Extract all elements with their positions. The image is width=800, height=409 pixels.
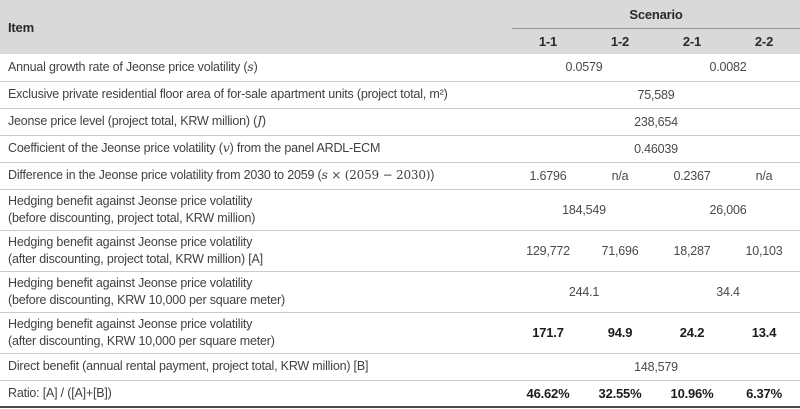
row-label: Hedging benefit against Jeonse price vol… [0,271,512,312]
cell-value: 1.6796 [529,168,567,183]
row-label-math: v [222,140,230,156]
row-label-text: ) from the panel ARDL-ECM [229,141,381,156]
row-label: Direct benefit (annual rental payment, p… [0,353,512,380]
table-row: Difference in the Jeonse price volatilit… [0,162,800,189]
row-label-math: s [247,59,254,75]
row-label-text: Hedging benefit against Jeonse price vol… [8,317,253,332]
table-row: Hedging benefit against Jeonse price vol… [0,230,800,271]
row-label-math: J [257,113,262,129]
table-row: Jeonse price level (project total, KRW m… [0,108,800,135]
cell-value: 0.2367 [673,168,711,183]
row-label-text: (after discounting, project total, KRW m… [8,251,263,266]
cell-value: 10,103 [745,243,783,258]
column-header-scenario-2-1: 2-1 [656,28,728,54]
cell-value: 148,579 [634,359,678,374]
cell-value: 13.4 [751,325,777,340]
row-label-text: Ratio: [A] / ([A]+[B]) [8,386,112,401]
row-label-text: Annual growth rate of Jeonse price volat… [8,60,248,75]
row-label: Exclusive private residential floor area… [0,81,512,108]
row-label-text: Hedging benefit against Jeonse price vol… [8,235,253,250]
cell-value: 0.0579 [565,60,603,75]
row-label: Hedging benefit against Jeonse price vol… [0,230,512,271]
row-label-text: ) [261,114,266,129]
column-header-scenario-1-2: 1-2 [584,28,656,54]
table-body: Annual growth rate of Jeonse price volat… [0,54,800,407]
row-label: Annual growth rate of Jeonse price volat… [0,54,512,81]
row-label-text: (before discounting, project total, KRW … [8,210,256,225]
cell-value: 6.37% [746,385,782,401]
cell-value: 0.46039 [634,141,678,156]
cell-value: 34.4 [716,284,740,299]
row-label-text: (after discounting, KRW 10,000 per squar… [8,333,275,348]
row-label-text: Exclusive private residential floor area… [8,87,448,102]
row-label: Coefficient of the Jeonse price volatili… [0,135,512,162]
table-row: Hedging benefit against Jeonse price vol… [0,271,800,312]
table-row: Hedging benefit against Jeonse price vol… [0,312,800,353]
cell-value: 46.62% [526,385,570,401]
column-header-scenario: Scenario [512,0,800,29]
table-row: Exclusive private residential floor area… [0,81,800,108]
cell-value: 75,589 [637,87,675,102]
cell-value: 171.7 [532,325,564,340]
row-label: Hedging benefit against Jeonse price vol… [0,312,512,353]
table-row: Hedging benefit against Jeonse price vol… [0,189,800,230]
cell-value: 32.55% [598,385,642,401]
cell-value: 71,696 [601,243,639,258]
table-header: Item Scenario 1-1 1-2 2-1 2-2 [0,0,800,54]
cell-value: 24.2 [679,325,705,340]
table-row: Ratio: [A] / ([A]+[B]) 46.62% 32.55% 10.96%… [0,380,800,407]
row-label: Difference in the Jeonse price volatilit… [0,162,512,189]
table-row: Direct benefit (annual rental payment, p… [0,353,800,380]
cell-value: 129,772 [526,243,570,258]
row-label-math: × (2059 − 2030) [327,168,431,183]
row-label: Jeonse price level (project total, KRW m… [0,108,512,135]
table-row: Annual growth rate of Jeonse price volat… [0,54,800,81]
row-label-text: ) [253,60,258,75]
cell-value: 244.1 [568,284,600,299]
cell-value: 10.96% [670,385,714,401]
row-label-text: Hedging benefit against Jeonse price vol… [8,276,253,291]
cell-value: 26,006 [709,202,747,217]
row-label-text: Jeonse price level (project total, KRW m… [8,114,258,129]
column-header-item: Item [0,0,512,54]
row-label-text: Difference in the Jeonse price volatilit… [8,168,322,183]
cell-value: 18,287 [673,243,711,258]
cell-value: n/a [611,168,629,183]
cell-value: 94.9 [607,325,633,340]
cell-value: 184,549 [562,202,606,217]
column-header-scenario-1-1: 1-1 [512,28,584,54]
row-label-text: (before discounting, KRW 10,000 per squa… [8,292,285,307]
row-label-text: Direct benefit (annual rental payment, p… [8,359,369,374]
cell-value: 0.0082 [709,60,747,75]
row-label-text: Hedging benefit against Jeonse price vol… [8,194,253,209]
cell-value: 238,654 [634,114,678,129]
row-label: Ratio: [A] / ([A]+[B]) [0,380,512,407]
row-label-text: Coefficient of the Jeonse price volatili… [8,141,223,156]
row-label-text: ) [430,168,435,183]
column-header-scenario-2-2: 2-2 [728,28,800,54]
row-label-math: s [321,167,328,183]
row-label: Hedging benefit against Jeonse price vol… [0,189,512,230]
table-row: Coefficient of the Jeonse price volatili… [0,135,800,162]
cell-value: n/a [755,168,773,183]
